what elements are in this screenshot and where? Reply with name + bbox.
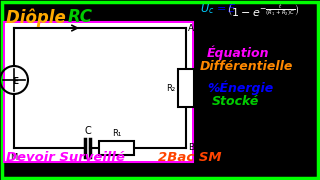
Text: R₂: R₂ bbox=[166, 84, 175, 93]
Text: E: E bbox=[12, 76, 18, 86]
Text: C: C bbox=[84, 126, 91, 136]
Bar bbox=[5, 23, 192, 161]
Text: $\left(1 - e^{-\frac{t}{(R_1+R_2)C}}\right)$: $\left(1 - e^{-\frac{t}{(R_1+R_2)C}}\rig… bbox=[227, 2, 300, 18]
Text: 2Bac SM: 2Bac SM bbox=[158, 151, 221, 164]
Text: $= E$: $= E$ bbox=[214, 2, 236, 14]
Text: Stocké: Stocké bbox=[212, 95, 259, 108]
Text: R₁: R₁ bbox=[112, 129, 121, 138]
Text: Diôple: Diôple bbox=[6, 8, 71, 26]
Text: Équation: Équation bbox=[207, 45, 269, 60]
Text: M: M bbox=[10, 153, 18, 162]
Bar bbox=[99, 141, 134, 155]
Text: Différentielle: Différentielle bbox=[200, 60, 293, 73]
Text: A: A bbox=[188, 24, 194, 33]
Text: RC: RC bbox=[68, 8, 93, 26]
Text: B: B bbox=[188, 143, 194, 152]
Text: $U_c$: $U_c$ bbox=[200, 2, 214, 16]
Bar bbox=[178, 69, 194, 107]
Text: %Énergie: %Énergie bbox=[207, 80, 273, 94]
Text: Devoir Surveillé: Devoir Surveillé bbox=[6, 151, 125, 164]
